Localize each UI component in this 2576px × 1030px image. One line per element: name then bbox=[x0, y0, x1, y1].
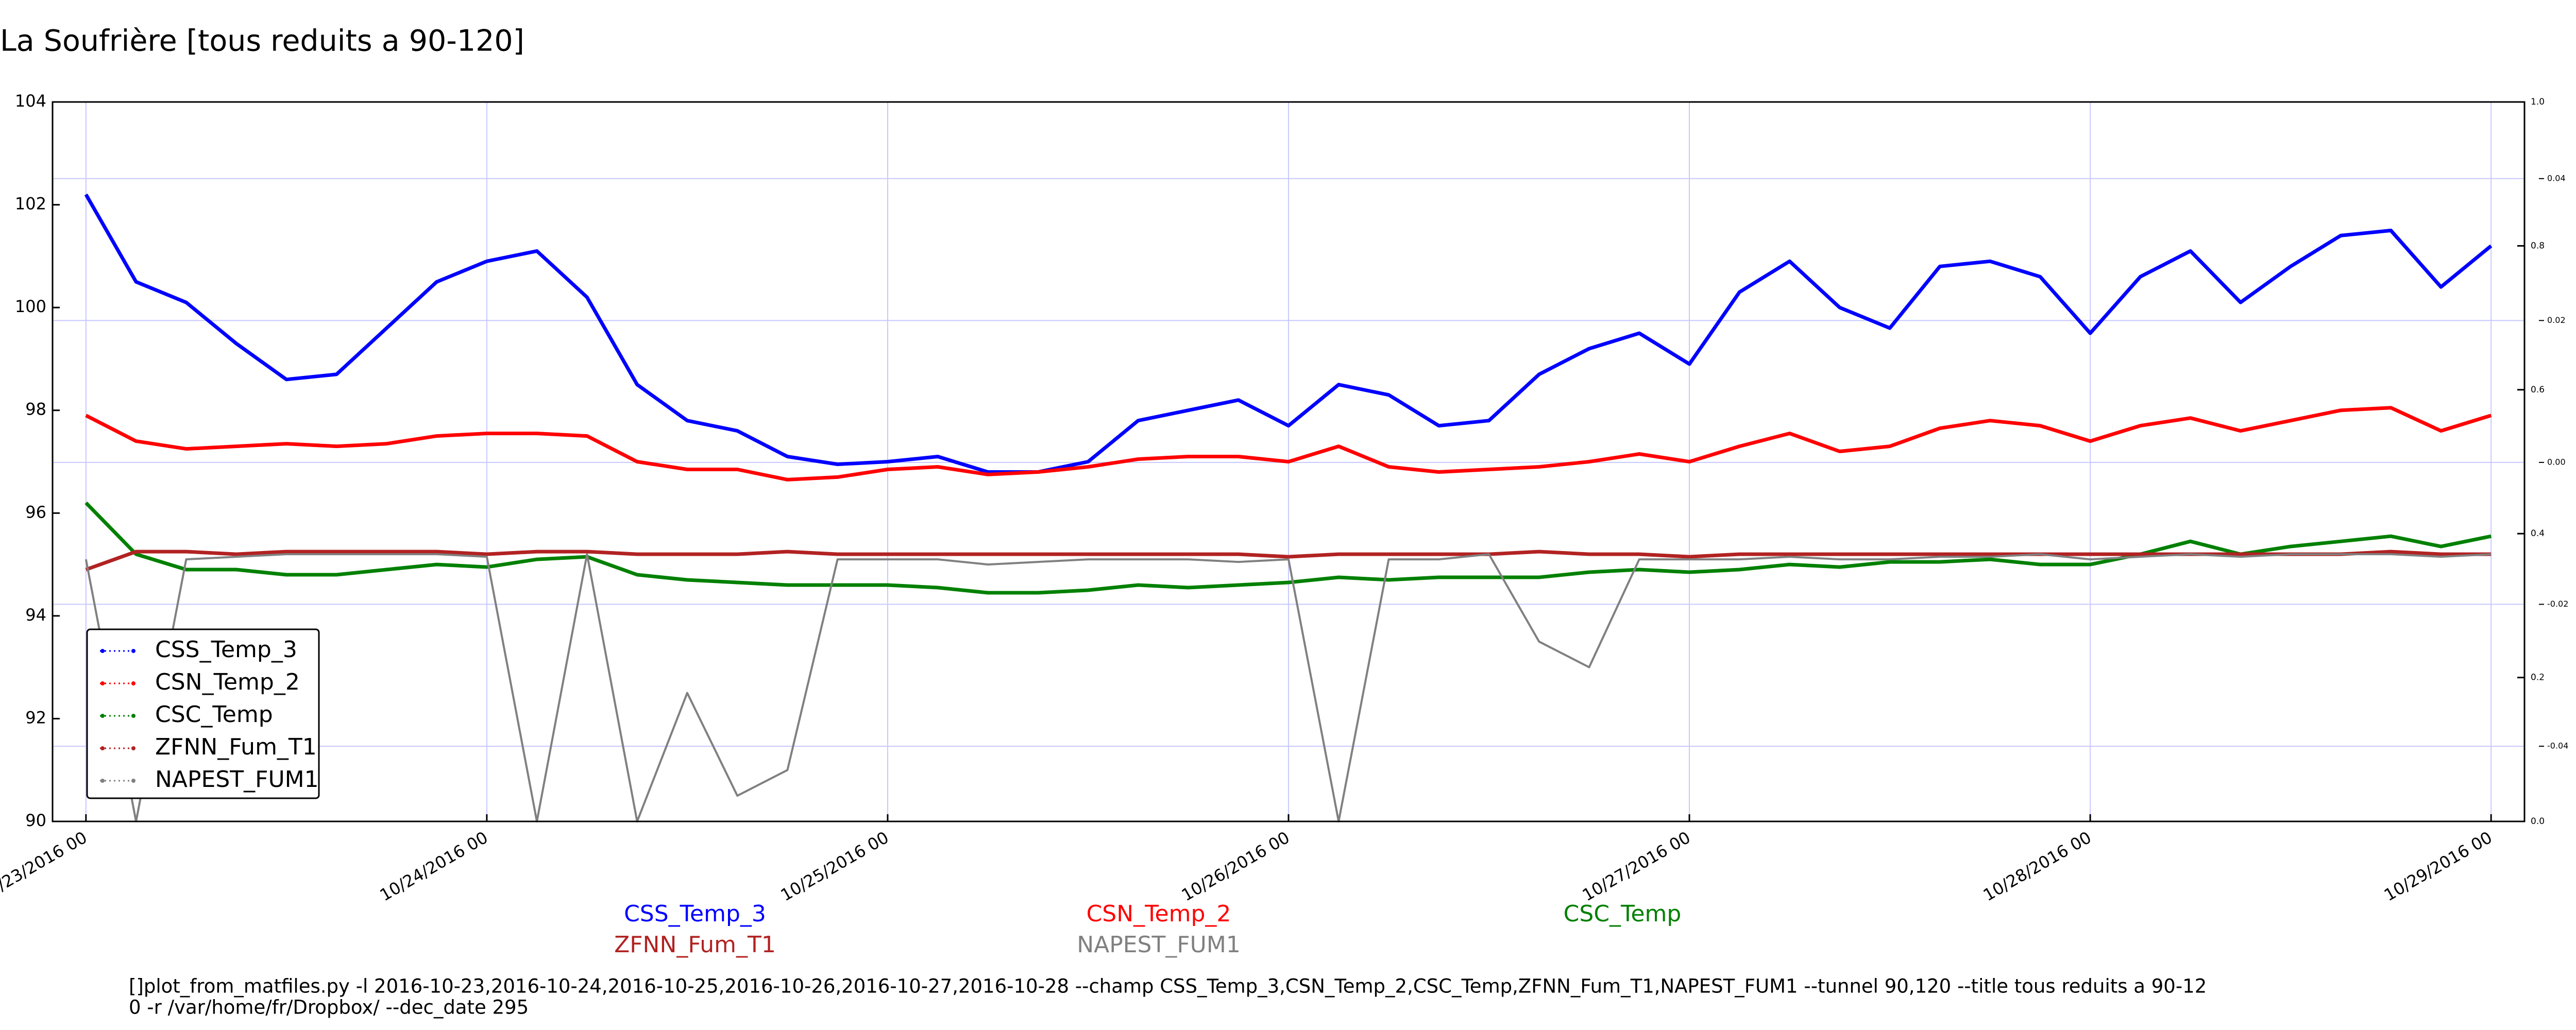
y-tick-label: 104 bbox=[15, 91, 46, 111]
legend-label: NAPEST_FUM1 bbox=[155, 766, 319, 793]
series-line bbox=[85, 406, 2492, 482]
y-tick-label: 100 bbox=[15, 297, 46, 316]
y3-tick-label: 0.00 bbox=[2547, 457, 2566, 467]
footnote: []plot_from_matfiles.py -l 2016-10-23,20… bbox=[129, 975, 2207, 998]
legend-marker bbox=[131, 649, 135, 653]
series-caption: CSC_Temp bbox=[1564, 901, 1682, 927]
series-caption: CSS_Temp_3 bbox=[624, 901, 766, 927]
footnote: 0 -r /var/home/fr/Dropbox/ --dec_date 29… bbox=[129, 997, 529, 1019]
series-line bbox=[85, 550, 2492, 572]
series-line bbox=[84, 193, 2493, 474]
y3-tick-label: -0.04 bbox=[2547, 741, 2568, 750]
series-caption: NAPEST_FUM1 bbox=[1077, 932, 1241, 958]
y2-tick-label: 1.0 bbox=[2531, 97, 2545, 107]
y3-tick-label: 0.02 bbox=[2547, 315, 2566, 325]
chart-title: La Soufrière [tous reduits a 90-120] bbox=[0, 24, 524, 58]
y2-tick-label: 0.8 bbox=[2531, 241, 2545, 251]
y2-tick-label: 0.4 bbox=[2531, 528, 2545, 539]
series-line bbox=[84, 501, 2492, 595]
plot-frame bbox=[52, 101, 2526, 822]
legend-marker bbox=[100, 746, 105, 750]
series-caption: ZFNN_Fum_T1 bbox=[614, 932, 776, 958]
y2-tick-label: 0.0 bbox=[2531, 816, 2545, 827]
legend-marker bbox=[100, 714, 105, 718]
legend-box bbox=[86, 628, 320, 799]
legend-marker bbox=[100, 779, 105, 783]
legend-marker bbox=[131, 779, 135, 783]
y-tick-label: 90 bbox=[25, 811, 46, 830]
series-caption: CSN_Temp_2 bbox=[1087, 901, 1231, 927]
y3-tick-label: -0.02 bbox=[2547, 599, 2568, 609]
legend-label: CSS_Temp_3 bbox=[155, 637, 297, 663]
legend-label: CSC_Temp bbox=[155, 701, 273, 728]
legend-marker bbox=[100, 649, 105, 653]
series-line bbox=[84, 553, 2492, 822]
y2-tick-label: 0.2 bbox=[2531, 673, 2545, 683]
legend-marker bbox=[131, 681, 135, 685]
y-tick-label: 98 bbox=[25, 400, 46, 419]
legend-marker bbox=[131, 714, 135, 718]
legend-label: ZFNN_Fum_T1 bbox=[155, 734, 317, 760]
y-tick-label: 96 bbox=[25, 502, 46, 522]
y-tick-label: 102 bbox=[15, 194, 46, 214]
y3-tick-label: 0.04 bbox=[2547, 173, 2566, 183]
y2-tick-label: 0.6 bbox=[2531, 385, 2545, 395]
legend-marker bbox=[131, 746, 135, 750]
y-tick-label: 92 bbox=[25, 708, 46, 727]
legend-label: CSN_Temp_2 bbox=[155, 669, 300, 695]
legend-marker bbox=[100, 681, 105, 685]
y-tick-label: 94 bbox=[25, 605, 46, 625]
